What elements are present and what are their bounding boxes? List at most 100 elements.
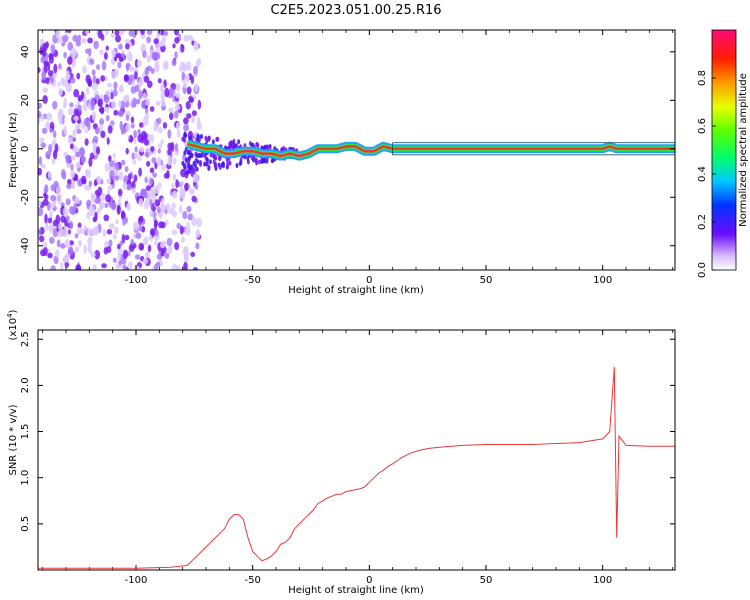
- noise-speck: [178, 205, 183, 214]
- spectrogram-ytick-label: 0: [20, 146, 31, 152]
- noise-speck: [118, 100, 122, 108]
- noise-speck: [140, 188, 146, 197]
- noise-speck: [175, 83, 181, 92]
- noise-speck: [52, 138, 57, 145]
- noise-speck: [139, 215, 144, 223]
- noise-speck: [121, 127, 127, 135]
- noise-speck: [194, 184, 199, 190]
- noise-speck: [57, 81, 61, 87]
- noise-speck: [113, 109, 119, 116]
- noise-speck: [101, 60, 107, 71]
- noise-speck: [143, 138, 149, 146]
- noise-speck: [83, 244, 87, 255]
- noise-speck: [60, 261, 64, 270]
- noise-speck: [176, 129, 181, 138]
- spectrogram-chart: -100 -50 0 50 100 -40 -20 0 20 40 Height of strai…: [8, 29, 676, 296]
- noise-speck: [98, 201, 104, 211]
- noise-speck: [80, 91, 85, 100]
- noise-speck: [182, 248, 187, 256]
- noise-speck: [145, 185, 152, 191]
- noise-speck: [118, 259, 123, 266]
- noise-speck: [85, 87, 90, 96]
- noise-speck: [42, 246, 48, 257]
- snr-chart: -100 -50 0 50 100 0.5 1.0 1.5 2.0 2.5 Height of s…: [6, 309, 676, 596]
- noise-speck: [152, 172, 158, 178]
- noise-speck: [91, 69, 96, 76]
- noise-speck: [92, 135, 99, 144]
- ridge-speck: [239, 160, 243, 166]
- noise-speck: [69, 220, 74, 230]
- ridge-speck: [246, 156, 250, 162]
- ridge-speck: [225, 164, 229, 170]
- noise-speck: [76, 227, 82, 235]
- noise-speck: [67, 229, 71, 235]
- noise-speck: [77, 34, 82, 42]
- noise-speck: [181, 189, 186, 199]
- noise-speck: [120, 210, 126, 218]
- snr-yscale-exponent: 4: [6, 313, 14, 318]
- noise-speck: [116, 205, 121, 215]
- noise-speck: [38, 228, 42, 235]
- noise-speck: [111, 49, 116, 58]
- ridge-speck: [232, 138, 236, 144]
- noise-speck: [164, 87, 170, 98]
- noise-speck: [62, 35, 69, 43]
- noise-speck: [133, 174, 138, 182]
- noise-speck: [172, 157, 177, 165]
- noise-speck: [190, 75, 195, 85]
- noise-speck: [50, 194, 57, 202]
- noise-speck: [153, 125, 158, 132]
- noise-speck: [154, 52, 161, 60]
- noise-speck: [68, 206, 75, 215]
- ridge-speck: [196, 159, 200, 165]
- noise-speck: [42, 94, 48, 104]
- noise-speck: [67, 56, 73, 65]
- noise-speck: [144, 251, 150, 259]
- noise-speck: [60, 243, 66, 249]
- noise-speck: [172, 173, 177, 182]
- noise-speck: [194, 83, 199, 93]
- noise-speck: [164, 219, 169, 226]
- noise-speck: [144, 176, 148, 184]
- noise-speck: [197, 117, 201, 125]
- noise-speck: [187, 213, 194, 221]
- noise-speck: [106, 82, 113, 88]
- noise-speck: [44, 184, 49, 194]
- noise-speck: [186, 113, 192, 119]
- ridge-speck: [209, 152, 213, 158]
- ridge-speck: [237, 139, 241, 145]
- noise-speck: [125, 147, 129, 155]
- noise-speck: [94, 249, 101, 260]
- noise-speck: [127, 78, 133, 86]
- snr-yscale-base: (x10: [8, 318, 19, 341]
- noise-speck: [46, 112, 53, 121]
- noise-speck: [133, 130, 137, 138]
- noise-speck: [164, 252, 170, 259]
- snr-xtick-label: 50: [480, 575, 493, 586]
- noise-speck: [52, 219, 59, 227]
- ridge-speck: [213, 153, 217, 159]
- noise-speck: [136, 98, 141, 105]
- noise-speck: [77, 222, 82, 229]
- noise-speck: [38, 206, 44, 217]
- noise-speck: [85, 48, 90, 54]
- noise-speck: [97, 30, 103, 39]
- noise-speck: [114, 169, 118, 176]
- noise-speck: [115, 218, 119, 225]
- noise-speck: [71, 61, 76, 68]
- noise-speck: [39, 226, 45, 235]
- noise-speck: [49, 127, 53, 133]
- noise-speck: [106, 246, 112, 253]
- noise-speck: [127, 173, 132, 181]
- noise-speck: [174, 110, 179, 119]
- noise-speck: [81, 38, 87, 44]
- noise-speck: [117, 188, 123, 197]
- noise-speck: [186, 205, 192, 213]
- noise-speck: [197, 57, 202, 66]
- noise-speck: [172, 190, 178, 199]
- noise-speck: [182, 82, 188, 88]
- ridge-speck: [205, 160, 209, 166]
- noise-speck: [183, 117, 189, 125]
- noise-speck: [135, 232, 142, 239]
- noise-speck: [109, 170, 115, 180]
